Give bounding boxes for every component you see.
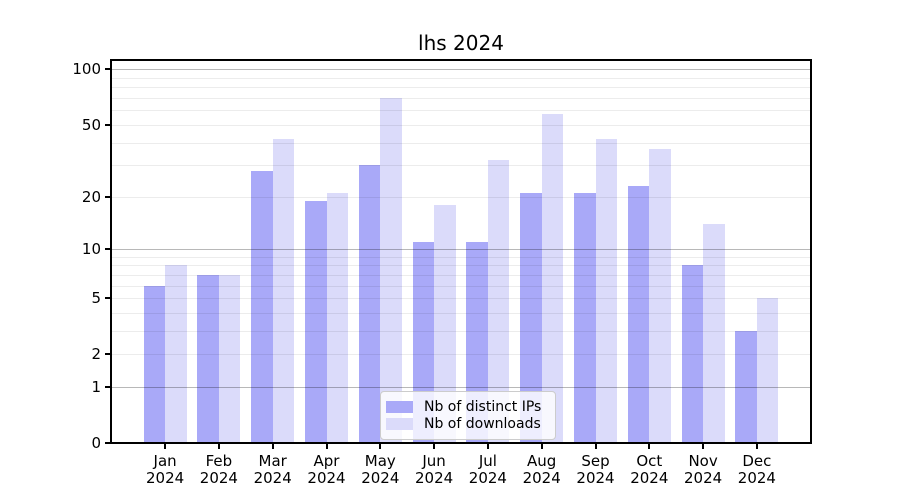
x-tick-jun (433, 444, 436, 450)
y-tick-5 (105, 297, 110, 300)
legend-entry-distinct-ips: Nb of distinct IPs (386, 399, 541, 415)
y-gridline-30 (111, 165, 811, 167)
bar-nb-of-downloads-nov (703, 223, 725, 444)
legend-entry-downloads: Nb of downloads (386, 416, 541, 432)
legend-label-downloads: Nb of downloads (424, 416, 541, 432)
bar-nb-of-distinct-ips-oct (627, 185, 650, 444)
legend-swatch-distinct-ips (386, 401, 413, 413)
x-tick-label-apr: Apr 2024 (307, 452, 346, 487)
y-tick-20 (105, 195, 110, 198)
bar-nb-of-distinct-ips-dec (735, 331, 757, 444)
x-axis-spine-bottom (110, 442, 812, 445)
y-tick-2 (105, 353, 110, 356)
bar-nb-of-downloads-jun (434, 204, 456, 444)
y-tick-label-50: 50 (81, 115, 101, 134)
y-tick-label-10: 10 (81, 240, 101, 259)
y-gridline-70 (111, 98, 811, 100)
x-tick-label-aug: Aug 2024 (522, 452, 561, 487)
y-tick-label-0: 0 (91, 434, 101, 453)
bar-nb-of-distinct-ips-sep (574, 192, 596, 444)
x-tick-label-nov: Nov 2024 (684, 452, 723, 487)
y-gridline-60 (111, 110, 811, 112)
y-tick-label-5: 5 (91, 289, 101, 308)
y-gridline-4 (111, 312, 811, 314)
x-tick-label-jun: Jun 2024 (415, 452, 454, 487)
y-tick-label-20: 20 (81, 187, 101, 206)
y-gridline-40 (111, 142, 811, 144)
x-tick-jul (486, 444, 489, 450)
x-tick-aug (540, 444, 543, 450)
bar-nb-of-downloads-mar (272, 138, 295, 444)
y-gridline-100 (111, 69, 811, 71)
y-tick-0 (105, 442, 110, 445)
x-tick-feb (217, 444, 220, 450)
bar-nb-of-downloads-jan (165, 265, 187, 444)
x-tick-sep (594, 444, 597, 450)
bar-nb-of-downloads-apr (326, 192, 348, 444)
y-tick-100 (105, 68, 110, 71)
legend-label-distinct-ips: Nb of distinct IPs (424, 399, 542, 415)
x-tick-may (379, 444, 382, 450)
bar-nb-of-downloads-oct (649, 148, 671, 444)
x-tick-mar (271, 444, 274, 450)
x-tick-label-feb: Feb 2024 (199, 452, 238, 487)
bar-nb-of-downloads-feb (218, 274, 241, 444)
x-axis-spine-top (110, 59, 812, 61)
bar-nb-of-downloads-dec (756, 298, 779, 444)
x-tick-jan (164, 444, 167, 450)
y-tick-50 (105, 123, 110, 126)
bar-nb-of-distinct-ips-nov (681, 265, 704, 444)
bar-nb-of-downloads-jul (487, 160, 510, 444)
legend: Nb of distinct IPs Nb of downloads (380, 391, 557, 440)
y-gridline-3 (111, 331, 811, 332)
y-tick-label-1: 1 (91, 378, 101, 397)
x-tick-label-mar: Mar 2024 (253, 452, 292, 487)
y-gridline-7 (111, 274, 811, 276)
x-tick-label-sep: Sep 2024 (576, 452, 615, 487)
bar-nb-of-downloads-sep (595, 138, 617, 444)
y-gridline-6 (111, 285, 811, 287)
y-tick-label-2: 2 (91, 345, 101, 364)
bar-nb-of-distinct-ips-mar (251, 170, 273, 444)
y-gridline-8 (111, 265, 811, 267)
x-tick-label-dec: Dec 2024 (737, 452, 776, 487)
x-tick-label-oct: Oct 2024 (630, 452, 669, 487)
x-tick-oct (648, 444, 651, 450)
y-axis-spine-right (810, 59, 812, 445)
x-tick-label-may: May 2024 (361, 452, 400, 487)
y-gridline-5 (111, 298, 811, 300)
bar-nb-of-downloads-aug (541, 114, 564, 444)
y-axis-spine-left (110, 59, 112, 445)
bar-nb-of-distinct-ips-may (358, 165, 381, 444)
x-tick-nov (702, 444, 705, 450)
y-tick-1 (105, 386, 110, 389)
y-tick-label-100: 100 (72, 60, 101, 79)
y-gridline-50 (111, 124, 811, 126)
x-tick-label-jan: Jan 2024 (146, 452, 185, 487)
y-gridline-80 (111, 87, 811, 89)
bar-nb-of-distinct-ips-apr (305, 200, 327, 444)
x-tick-apr (325, 444, 328, 450)
y-gridline-20 (111, 196, 811, 198)
bar-nb-of-downloads-may (380, 98, 402, 444)
y-gridline-1 (111, 387, 811, 389)
y-gridline-9 (111, 256, 811, 258)
chart-title: lhs 2024 (418, 31, 504, 55)
x-tick-dec (755, 444, 758, 450)
y-gridline-90 (111, 77, 811, 79)
legend-swatch-downloads (386, 418, 413, 430)
y-tick-10 (105, 248, 110, 251)
y-gridline-10 (111, 249, 811, 251)
bar-nb-of-distinct-ips-jan (143, 285, 166, 444)
x-tick-label-jul: Jul 2024 (468, 452, 507, 487)
bar-nb-of-distinct-ips-feb (197, 274, 219, 444)
bar-nb-of-distinct-ips-aug (520, 192, 542, 444)
y-gridline-2 (111, 354, 811, 356)
